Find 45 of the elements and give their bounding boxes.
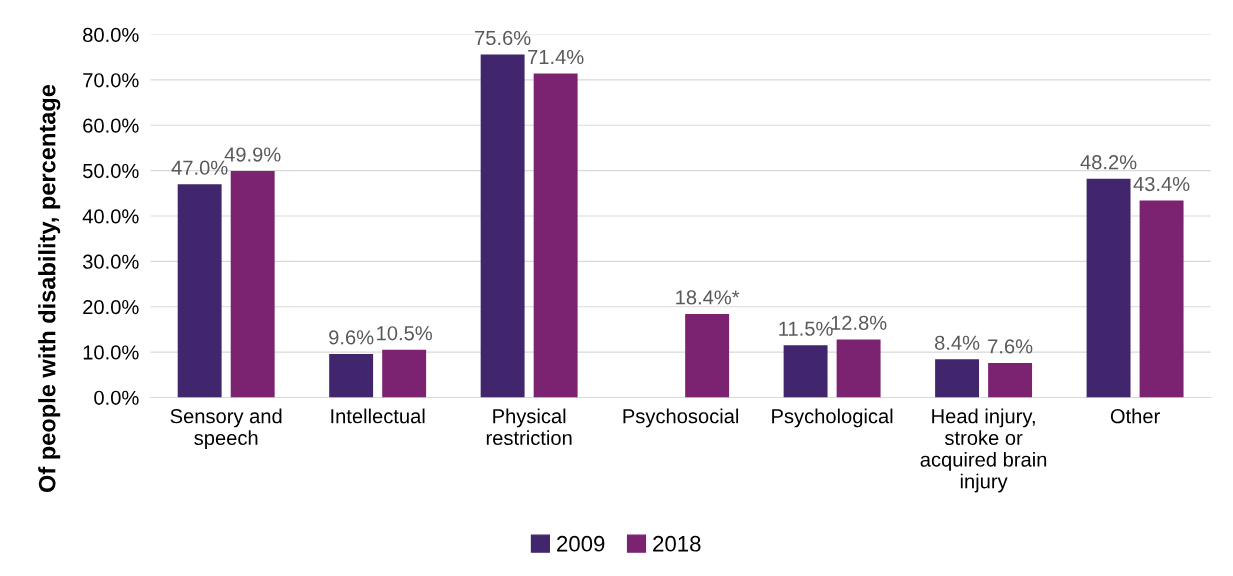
x-tick-label: Intellectual bbox=[331, 408, 425, 424]
bar bbox=[783, 345, 828, 398]
data-label: 71.4% bbox=[528, 49, 584, 65]
legend-label: 2018 bbox=[653, 535, 701, 552]
y-tick-label: 0.0% bbox=[94, 390, 139, 405]
y-tick-label: 20.0% bbox=[83, 299, 139, 315]
bar bbox=[685, 313, 730, 398]
data-label: 48.2% bbox=[1080, 155, 1137, 170]
x-tick-label: Psychosocial bbox=[623, 408, 739, 428]
data-label: 8.4% bbox=[935, 335, 980, 350]
bar bbox=[935, 359, 980, 398]
x-tick-label: Sensory and speech bbox=[170, 408, 282, 450]
bar bbox=[480, 54, 525, 398]
y-tick-label: 70.0% bbox=[83, 73, 139, 88]
bar bbox=[533, 73, 578, 398]
data-label: 7.6% bbox=[988, 339, 1033, 354]
data-label: 9.6% bbox=[329, 330, 374, 345]
y-tick-label: 80.0% bbox=[83, 27, 139, 43]
bar bbox=[382, 349, 427, 398]
data-label: 75.6% bbox=[475, 30, 531, 46]
y-tick-label: 60.0% bbox=[83, 118, 139, 133]
bar bbox=[329, 353, 374, 398]
data-label: 49.9% bbox=[224, 147, 281, 162]
data-label: 18.4%* bbox=[676, 290, 740, 305]
data-label: 47.0% bbox=[171, 160, 228, 175]
bar bbox=[1139, 200, 1184, 398]
bar bbox=[177, 184, 222, 398]
y-tick-label: 50.0% bbox=[83, 163, 139, 179]
y-tick-label: 40.0% bbox=[82, 209, 139, 224]
legend-label: 2009 bbox=[557, 535, 605, 552]
bar bbox=[836, 339, 881, 398]
data-label: 43.4% bbox=[1133, 176, 1190, 192]
data-label: 10.5% bbox=[377, 326, 432, 341]
bar bbox=[1086, 178, 1131, 398]
y-tick-label: 10.0% bbox=[83, 345, 139, 360]
x-tick-label: Other bbox=[1110, 408, 1160, 424]
x-tick-label: Head injury, stroke or acquired brain injury bbox=[920, 408, 1047, 493]
data-label: 12.8% bbox=[831, 315, 887, 330]
x-tick-label: Psychological bbox=[772, 408, 893, 428]
y-tick-label: 30.0% bbox=[82, 254, 139, 269]
bar bbox=[988, 362, 1033, 398]
data-label: 11.5% bbox=[779, 321, 833, 336]
y-axis-title: Of people with disability, percentage bbox=[38, 84, 61, 493]
bar bbox=[230, 171, 275, 398]
x-tick-label: Physical restriction bbox=[486, 408, 572, 446]
